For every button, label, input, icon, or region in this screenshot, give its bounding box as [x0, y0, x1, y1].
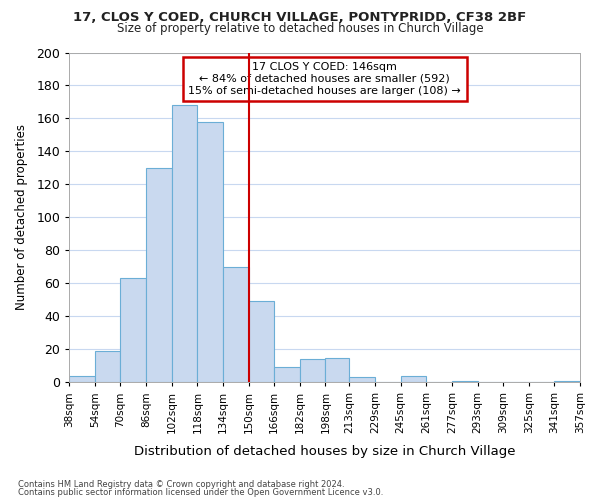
- Bar: [325, 358, 349, 382]
- Y-axis label: Number of detached properties: Number of detached properties: [15, 124, 28, 310]
- Text: Size of property relative to detached houses in Church Village: Size of property relative to detached ho…: [116, 22, 484, 35]
- X-axis label: Distribution of detached houses by size in Church Village: Distribution of detached houses by size …: [134, 444, 515, 458]
- Bar: [452, 380, 478, 382]
- Bar: [248, 302, 274, 382]
- Text: Contains public sector information licensed under the Open Government Licence v3: Contains public sector information licen…: [18, 488, 383, 497]
- Bar: [172, 106, 197, 382]
- Bar: [69, 376, 95, 382]
- Text: 17, CLOS Y COED, CHURCH VILLAGE, PONTYPRIDD, CF38 2BF: 17, CLOS Y COED, CHURCH VILLAGE, PONTYPR…: [73, 11, 527, 24]
- Bar: [401, 376, 426, 382]
- Bar: [274, 368, 300, 382]
- Bar: [223, 267, 248, 382]
- Bar: [349, 378, 375, 382]
- Text: 17 CLOS Y COED: 146sqm
← 84% of detached houses are smaller (592)
15% of semi-de: 17 CLOS Y COED: 146sqm ← 84% of detached…: [188, 62, 461, 96]
- Bar: [197, 122, 223, 382]
- Bar: [146, 168, 172, 382]
- Bar: [95, 351, 121, 382]
- Text: Contains HM Land Registry data © Crown copyright and database right 2024.: Contains HM Land Registry data © Crown c…: [18, 480, 344, 489]
- Bar: [554, 380, 580, 382]
- Bar: [300, 359, 325, 382]
- Bar: [121, 278, 146, 382]
